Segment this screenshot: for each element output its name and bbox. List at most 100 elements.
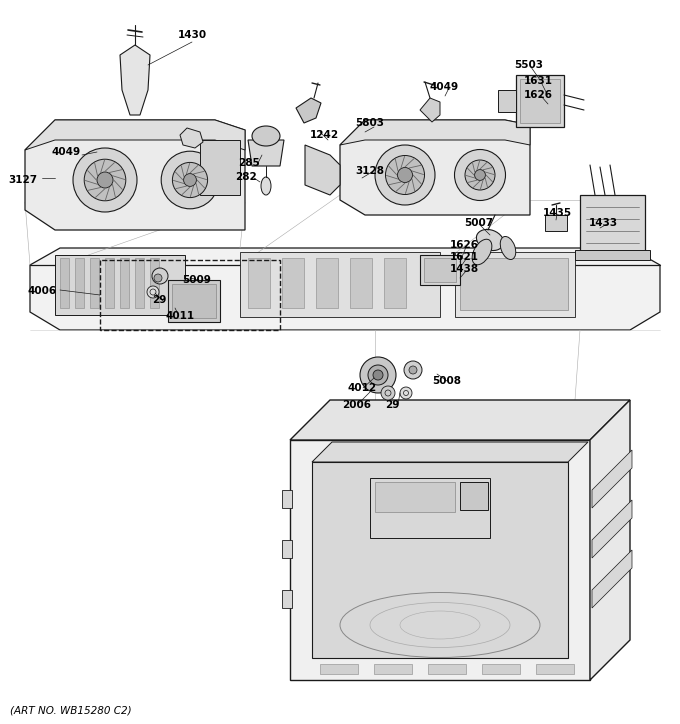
Text: 3127: 3127 <box>8 175 37 185</box>
Polygon shape <box>482 664 520 674</box>
Polygon shape <box>200 140 240 195</box>
Circle shape <box>173 162 207 198</box>
Polygon shape <box>172 284 216 318</box>
Polygon shape <box>428 664 466 674</box>
Circle shape <box>154 274 162 282</box>
Text: 29: 29 <box>152 295 167 305</box>
Text: 5803: 5803 <box>355 118 384 128</box>
Polygon shape <box>545 215 567 231</box>
Text: 4011: 4011 <box>166 311 195 321</box>
Circle shape <box>360 357 396 393</box>
Circle shape <box>161 151 219 209</box>
Text: 2006: 2006 <box>342 400 371 410</box>
Text: 4049: 4049 <box>430 82 459 92</box>
Circle shape <box>97 172 113 188</box>
Text: 1242: 1242 <box>310 130 339 140</box>
Circle shape <box>375 145 435 205</box>
Text: 3128: 3128 <box>355 166 384 176</box>
Text: 1430: 1430 <box>178 30 207 40</box>
Polygon shape <box>320 664 358 674</box>
Circle shape <box>373 370 383 380</box>
Polygon shape <box>312 442 588 462</box>
Polygon shape <box>520 79 560 123</box>
Polygon shape <box>592 450 632 508</box>
Text: 5009: 5009 <box>182 275 211 285</box>
Polygon shape <box>105 258 114 308</box>
Text: 4006: 4006 <box>28 286 57 296</box>
Polygon shape <box>282 590 292 608</box>
Polygon shape <box>90 258 99 308</box>
Circle shape <box>400 387 412 399</box>
Circle shape <box>152 268 168 284</box>
Ellipse shape <box>500 237 515 259</box>
Ellipse shape <box>261 177 271 195</box>
Polygon shape <box>55 255 185 315</box>
Polygon shape <box>575 250 650 260</box>
Polygon shape <box>590 400 630 680</box>
Polygon shape <box>25 120 245 150</box>
Polygon shape <box>290 440 590 680</box>
Ellipse shape <box>252 126 280 146</box>
Polygon shape <box>240 252 440 317</box>
Circle shape <box>409 366 417 374</box>
Polygon shape <box>135 258 144 308</box>
Polygon shape <box>350 258 372 308</box>
Polygon shape <box>282 490 292 508</box>
Polygon shape <box>282 258 304 308</box>
Polygon shape <box>312 462 568 658</box>
Text: 282: 282 <box>235 172 257 182</box>
Polygon shape <box>305 145 340 195</box>
Text: 1435: 1435 <box>543 208 572 218</box>
Polygon shape <box>498 90 516 112</box>
Polygon shape <box>374 664 412 674</box>
Polygon shape <box>370 478 490 538</box>
Text: 1621: 1621 <box>450 252 479 262</box>
Polygon shape <box>248 258 270 308</box>
Polygon shape <box>282 540 292 558</box>
Text: (ART NO. WB15280 C2): (ART NO. WB15280 C2) <box>10 705 132 715</box>
Circle shape <box>184 174 197 186</box>
Text: 4049: 4049 <box>52 147 81 157</box>
Text: 1433: 1433 <box>589 218 618 228</box>
Polygon shape <box>120 258 129 308</box>
Polygon shape <box>424 258 456 282</box>
Circle shape <box>454 149 505 201</box>
Polygon shape <box>592 550 632 608</box>
Polygon shape <box>580 195 645 257</box>
Text: 4012: 4012 <box>347 383 376 393</box>
Ellipse shape <box>472 239 492 265</box>
Polygon shape <box>75 258 84 308</box>
Polygon shape <box>60 258 69 308</box>
Polygon shape <box>290 400 630 440</box>
Circle shape <box>404 361 422 379</box>
Text: 1438: 1438 <box>450 264 479 274</box>
Circle shape <box>73 148 137 212</box>
Polygon shape <box>340 120 530 145</box>
Circle shape <box>465 160 495 190</box>
Text: 285: 285 <box>238 158 260 168</box>
Circle shape <box>386 156 424 195</box>
Circle shape <box>398 167 413 182</box>
Polygon shape <box>316 258 338 308</box>
Circle shape <box>381 386 395 400</box>
Polygon shape <box>180 128 203 148</box>
Polygon shape <box>375 482 455 512</box>
Text: 5503: 5503 <box>514 60 543 70</box>
Polygon shape <box>168 280 220 322</box>
Circle shape <box>84 159 126 201</box>
Polygon shape <box>384 258 406 308</box>
Polygon shape <box>420 98 440 122</box>
Polygon shape <box>340 120 530 215</box>
Ellipse shape <box>477 230 504 251</box>
Polygon shape <box>30 248 660 330</box>
Text: 1631: 1631 <box>524 76 553 86</box>
Polygon shape <box>455 252 575 317</box>
Polygon shape <box>516 75 564 127</box>
Polygon shape <box>120 45 150 115</box>
Text: 29: 29 <box>385 400 399 410</box>
Circle shape <box>475 169 486 180</box>
Text: 5008: 5008 <box>432 376 461 386</box>
Polygon shape <box>460 258 568 310</box>
Polygon shape <box>150 258 159 308</box>
Text: 1626: 1626 <box>450 240 479 250</box>
